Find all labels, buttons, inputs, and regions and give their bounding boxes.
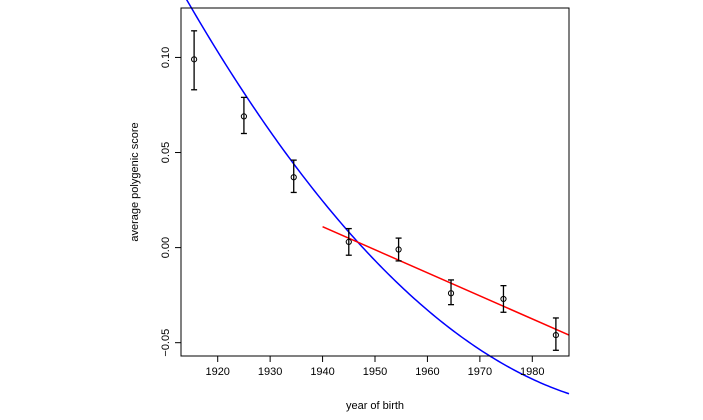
data-point [290, 174, 297, 181]
data-point [447, 290, 455, 297]
x-tick-label: 1940 [310, 366, 334, 378]
y-tick-label: 0.00 [160, 237, 172, 258]
x-tick-label: 1960 [415, 366, 439, 378]
data-point [552, 331, 559, 339]
fit-lines [185, 0, 570, 395]
fit-line-linear [322, 226, 570, 336]
y-axis-label: average polygenic score [129, 122, 141, 241]
x-tick-label: 1930 [258, 366, 282, 378]
x-tick-label: 1920 [205, 366, 229, 378]
data-point [191, 56, 198, 63]
y-tick-label: 0.10 [160, 47, 172, 68]
data-point [345, 238, 352, 246]
plot-frame [180, 7, 570, 357]
y-tick-label: −0.05 [160, 329, 172, 357]
data-point [500, 295, 507, 303]
x-axis-label: year of birth [346, 400, 404, 412]
x-tick-label: 1950 [363, 366, 387, 378]
fit-line-quadratic [185, 0, 570, 395]
data-point [395, 246, 402, 253]
x-tick-label: 1970 [468, 366, 492, 378]
data-point [240, 113, 248, 120]
error-bars [191, 30, 559, 351]
y-tick-label: 0.05 [160, 142, 172, 163]
data-points [191, 56, 559, 339]
y-axis: 0.10 0.05 0.00 −0.05 [160, 47, 181, 357]
x-axis: 1920 1930 1940 1950 1960 1970 1980 [205, 356, 545, 378]
x-tick-label: 1980 [520, 366, 544, 378]
